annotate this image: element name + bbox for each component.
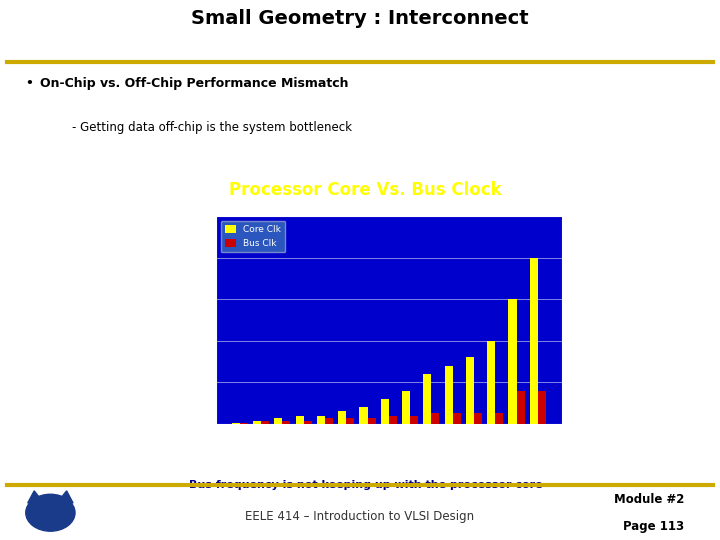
Text: - Getting data off-chip is the system bottleneck: - Getting data off-chip is the system bo… bbox=[72, 122, 352, 134]
Text: •: • bbox=[25, 77, 33, 90]
Bar bbox=[261, 421, 269, 424]
Bar bbox=[495, 413, 503, 424]
Bar bbox=[338, 411, 346, 424]
Text: Module #2: Module #2 bbox=[613, 493, 684, 506]
Bar bbox=[359, 407, 367, 424]
Polygon shape bbox=[58, 491, 73, 503]
Bar bbox=[431, 413, 439, 424]
Bar bbox=[444, 366, 453, 424]
Bar bbox=[530, 258, 538, 424]
X-axis label: Processor: Processor bbox=[358, 464, 420, 475]
Text: EELE 414 – Introduction to VLSI Design: EELE 414 – Introduction to VLSI Design bbox=[246, 510, 474, 523]
Bar bbox=[508, 299, 516, 424]
Legend: Core Clk, Bus Clk: Core Clk, Bus Clk bbox=[220, 220, 285, 252]
Bar bbox=[232, 423, 240, 424]
Text: Small Geometry : Interconnect: Small Geometry : Interconnect bbox=[192, 9, 528, 28]
Bar bbox=[346, 418, 354, 424]
Y-axis label: Clock Frequency (MHz): Clock Frequency (MHz) bbox=[171, 257, 181, 383]
Polygon shape bbox=[27, 491, 42, 503]
Bar bbox=[317, 416, 325, 424]
Bar bbox=[282, 421, 290, 424]
Bar bbox=[274, 418, 282, 424]
Text: Bus frequency is not keeping up with the processor core: Bus frequency is not keeping up with the… bbox=[189, 480, 542, 490]
Bar bbox=[240, 423, 248, 424]
Bar bbox=[381, 399, 389, 424]
Bar bbox=[538, 390, 546, 424]
Bar bbox=[453, 413, 461, 424]
Bar bbox=[253, 421, 261, 424]
Bar bbox=[296, 416, 304, 424]
Bar bbox=[487, 341, 495, 424]
Bar bbox=[367, 418, 376, 424]
Bar bbox=[410, 416, 418, 424]
Circle shape bbox=[26, 494, 75, 531]
Bar bbox=[423, 374, 431, 424]
Bar bbox=[325, 418, 333, 424]
Text: Page 113: Page 113 bbox=[623, 520, 684, 533]
Bar bbox=[466, 357, 474, 424]
Bar bbox=[474, 413, 482, 424]
Text: On-Chip vs. Off-Chip Performance Mismatch: On-Chip vs. Off-Chip Performance Mismatc… bbox=[40, 77, 348, 90]
Text: Processor Core Vs. Bus Clock: Processor Core Vs. Bus Clock bbox=[229, 181, 502, 199]
Bar bbox=[402, 390, 410, 424]
Bar bbox=[304, 421, 312, 424]
Bar bbox=[516, 390, 525, 424]
Bar bbox=[389, 416, 397, 424]
